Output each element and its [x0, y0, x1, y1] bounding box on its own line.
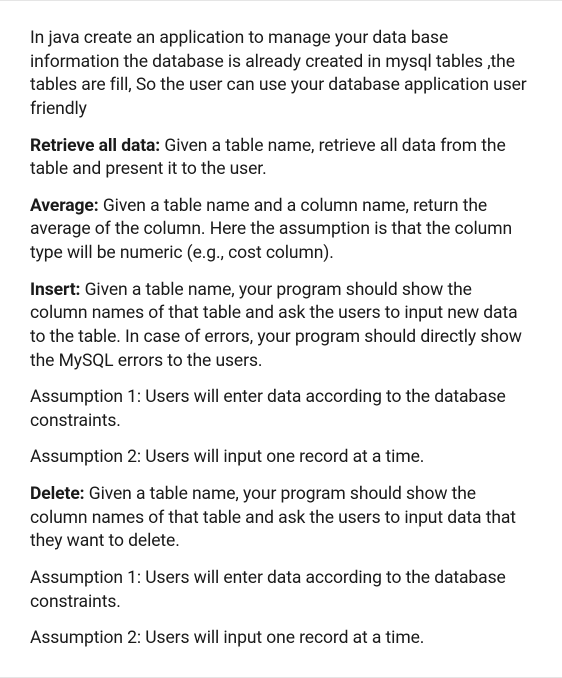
- average-label: Average:: [30, 196, 99, 216]
- intro-paragraph: In java create an application to manage …: [30, 27, 532, 122]
- average-paragraph: Average: Given a table name and a column…: [30, 195, 532, 266]
- insert-paragraph: Insert: Given a table name, your program…: [30, 279, 532, 374]
- insert-label: Insert:: [30, 280, 80, 300]
- document-container: In java create an application to manage …: [0, 0, 562, 678]
- assumption-1b: Assumption 1: Users will enter data acco…: [30, 567, 532, 614]
- average-text: Given a table name and a column name, re…: [30, 196, 512, 263]
- insert-text: Given a table name, your program should …: [30, 280, 522, 371]
- delete-text: Given a table name, your program should …: [30, 484, 516, 551]
- retrieve-paragraph: Retrieve all data: Given a table name, r…: [30, 135, 532, 182]
- assumption-1a: Assumption 1: Users will enter data acco…: [30, 386, 532, 433]
- retrieve-label: Retrieve all data:: [30, 136, 160, 156]
- assumption-2b: Assumption 2: Users will input one recor…: [30, 627, 532, 651]
- assumption-2a: Assumption 2: Users will input one recor…: [30, 446, 532, 470]
- delete-paragraph: Delete: Given a table name, your program…: [30, 483, 532, 554]
- delete-label: Delete:: [30, 484, 85, 504]
